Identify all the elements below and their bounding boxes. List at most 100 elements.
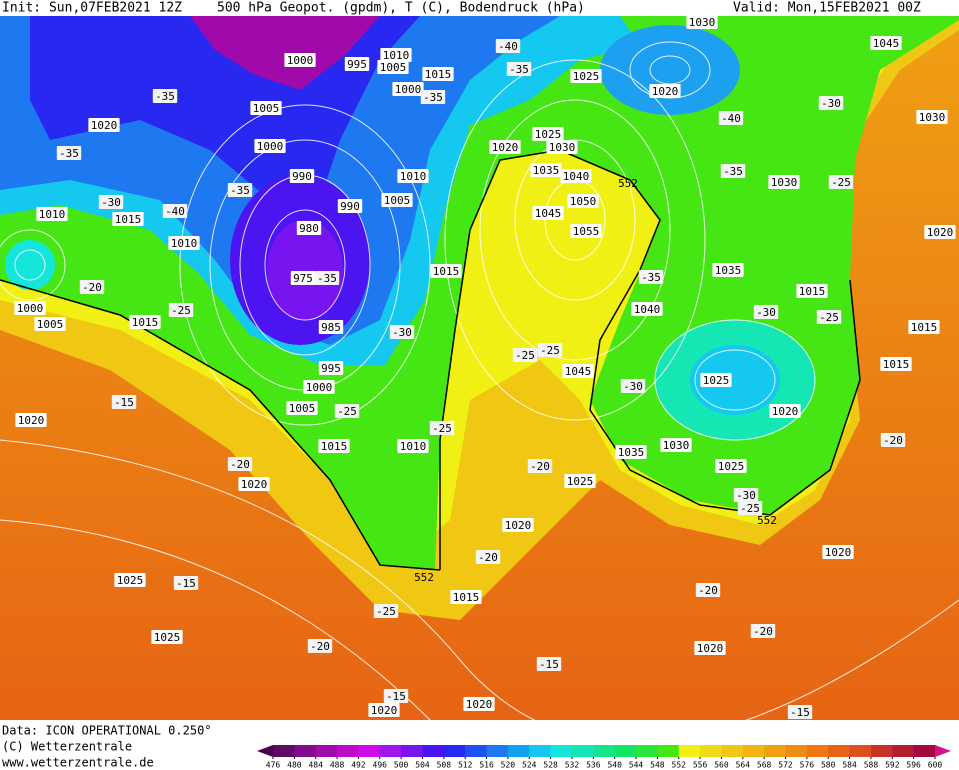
colorbar-tick-label: 500 <box>394 761 409 770</box>
pressure-label-box <box>286 401 318 415</box>
colorbar-segment <box>337 745 359 757</box>
pressure-label-box <box>344 57 370 71</box>
pressure-label-box <box>151 630 183 644</box>
pressure-label-box <box>254 139 286 153</box>
temperature-label-box <box>168 303 194 317</box>
colorbar-segment <box>614 745 637 757</box>
pressure-label: 1005 <box>384 194 411 207</box>
pressure-label: 995 <box>347 58 367 71</box>
pressure-label-box <box>615 445 647 459</box>
pressure-label: 1010 <box>383 49 410 62</box>
pressure-label-box <box>381 193 413 207</box>
temperature-label: -25 <box>831 176 851 189</box>
pressure-label: 985 <box>321 321 341 334</box>
colorbar: 476 480 484 488 492 496 500 504 508 512 516 520 524 5… <box>257 745 951 770</box>
colorbar-segment <box>507 745 530 757</box>
pressure-label: 1015 <box>425 68 452 81</box>
colorbar-tick-label: 560 <box>714 761 729 770</box>
colorbar-tick-label: 532 <box>565 761 580 770</box>
colorbar-tick-label: 508 <box>437 761 452 770</box>
temperature-label-box <box>537 343 563 357</box>
pressure-label-box <box>392 82 424 96</box>
pressure-label: 1020 <box>772 405 799 418</box>
pressure-label: 1020 <box>18 414 45 427</box>
temperature-label: -15 <box>114 396 134 409</box>
pressure-label-box <box>532 127 564 141</box>
temperature-label: -35 <box>423 91 443 104</box>
pressure-label-box <box>250 101 282 115</box>
valid-time: Valid: Mon,15FEB2021 00Z <box>733 1 921 16</box>
temperature-label-box <box>56 146 82 160</box>
low-center <box>267 220 343 320</box>
pressure-label: 995 <box>321 362 341 375</box>
pressure-label: 1020 <box>927 226 954 239</box>
pressure-label: 1020 <box>91 119 118 132</box>
pressure-label-box <box>908 320 940 334</box>
colorbar-tick-label: 544 <box>629 761 644 770</box>
pressure-label: 1015 <box>115 213 142 226</box>
colorbar-end <box>935 745 951 757</box>
colorbar-segment <box>678 745 701 757</box>
temperature-label: -35 <box>317 272 337 285</box>
pressure-label-box <box>532 206 564 220</box>
pressure-label-box <box>129 315 161 329</box>
pressure-label-box <box>570 224 602 238</box>
temperature-label: -35 <box>509 63 529 76</box>
temperature-label: -20 <box>530 460 550 473</box>
temperature-label: -35 <box>59 147 79 160</box>
geopotential-label: 552 <box>618 177 638 190</box>
colorbar-segment <box>315 745 338 757</box>
pressure-label: 1025 <box>567 475 594 488</box>
colorbar-tick-label: 576 <box>800 761 815 770</box>
pressure-label: 1000 <box>17 302 44 315</box>
colorbar-segment <box>443 745 466 757</box>
colorbar-tick-label: 596 <box>906 761 921 770</box>
pressure-label-box <box>284 53 316 67</box>
pressure-label-box <box>377 60 409 74</box>
temperature-label: -25 <box>171 304 191 317</box>
colorbar-segment <box>785 745 808 757</box>
pressure-label-box <box>36 207 68 221</box>
temperature-label: -25 <box>376 605 396 618</box>
map-title: 500 hPa Geopot. (gpdm), T (C), Bodendruc… <box>217 1 585 16</box>
pressure-label: 1005 <box>37 318 64 331</box>
north-low <box>600 25 740 115</box>
colorbar-tick-label: 496 <box>373 761 388 770</box>
pressure-label-box <box>238 477 270 491</box>
pressure-label: 1035 <box>533 164 560 177</box>
temperature-label-box <box>695 583 721 597</box>
colorbar-tick-label: 480 <box>287 761 302 770</box>
temperature-label-box <box>816 310 842 324</box>
pressure-label: 1005 <box>253 102 280 115</box>
temperature-label-box <box>334 404 360 418</box>
pressure-label: 1030 <box>549 141 576 154</box>
pressure-label: 1005 <box>289 402 316 415</box>
pressure-label: 1025 <box>573 70 600 83</box>
colorbar-segment <box>379 745 402 757</box>
temperature-label-box <box>98 195 124 209</box>
colorbar-tick-label: 556 <box>693 761 708 770</box>
temperature-label: -30 <box>101 196 121 209</box>
colorbar-tick-label: 488 <box>330 761 345 770</box>
pressure-label: 1000 <box>257 140 284 153</box>
pressure-label-box <box>450 590 482 604</box>
pressure-label: 980 <box>299 222 319 235</box>
pressure-label-box <box>686 15 718 29</box>
data-source: Data: ICON OPERATIONAL 0.250° <box>2 724 212 738</box>
pressure-label: 1040 <box>563 170 590 183</box>
temperature-label: -20 <box>753 625 773 638</box>
temperature-label: -40 <box>165 205 185 218</box>
pressure-label-box <box>660 438 692 452</box>
colorbar-tick-label: 580 <box>821 761 836 770</box>
colorbar-segment <box>636 745 658 757</box>
colorbar-segment <box>870 745 893 757</box>
colorbar-tick-label: 476 <box>266 761 281 770</box>
temperature-label-box <box>162 204 188 218</box>
colorbar-tick-label: 564 <box>736 761 751 770</box>
pressure-label-box <box>318 320 344 334</box>
temperature-label: -15 <box>790 706 810 719</box>
map <box>0 16 959 743</box>
temperature-label: -25 <box>337 405 357 418</box>
temperature-label: -15 <box>176 577 196 590</box>
